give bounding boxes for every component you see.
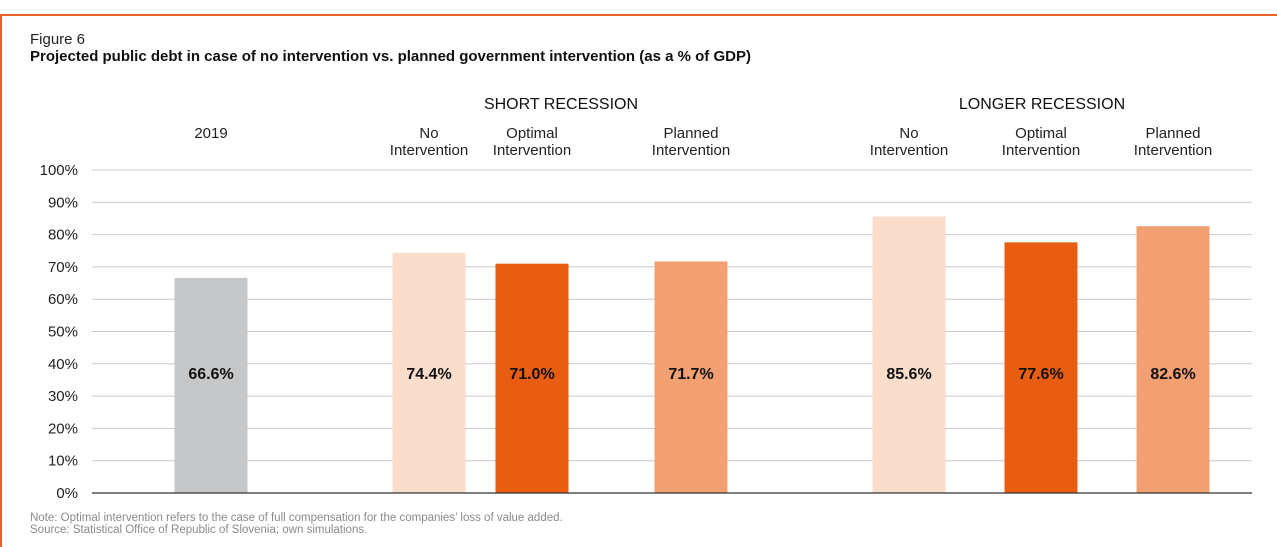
y-tick-label: 40%	[48, 356, 78, 373]
bar	[1004, 242, 1078, 493]
data-label: 66.6%	[188, 366, 233, 383]
data-label: 82.6%	[1150, 366, 1195, 383]
frame-border-top	[0, 14, 1277, 16]
data-label: 71.0%	[509, 366, 554, 383]
category-label: Intervention	[1134, 142, 1212, 159]
category-label: Intervention	[1002, 142, 1080, 159]
y-tick-label: 20%	[48, 420, 78, 437]
data-label: 74.4%	[406, 366, 451, 383]
bar	[392, 252, 466, 493]
data-label: 85.6%	[886, 366, 931, 383]
notes: Note: Optimal intervention refers to the…	[30, 512, 563, 536]
note-text: Note: Optimal intervention refers to the…	[30, 512, 563, 524]
group-header: SHORT RECESSION	[484, 96, 638, 113]
category-label: Optimal	[1015, 125, 1067, 142]
bar	[654, 261, 728, 493]
category-label: Intervention	[493, 142, 571, 159]
data-label: 77.6%	[1018, 366, 1063, 383]
bar	[174, 277, 248, 493]
figure-label: Figure 6	[30, 31, 86, 48]
category-label: Intervention	[870, 142, 948, 159]
category-label: 2019	[194, 125, 227, 142]
y-tick-label: 30%	[48, 388, 78, 405]
frame-border-left	[0, 14, 2, 547]
y-tick-label: 70%	[48, 259, 78, 276]
y-tick-label: 0%	[56, 485, 78, 502]
bar	[1136, 226, 1210, 493]
bar	[872, 216, 946, 493]
y-tick-label: 50%	[48, 324, 78, 341]
bar	[495, 263, 569, 493]
category-label: Planned	[1145, 125, 1200, 142]
category-label: No	[899, 125, 918, 142]
category-label: Intervention	[390, 142, 468, 159]
category-label: Planned	[663, 125, 718, 142]
y-tick-label: 60%	[48, 291, 78, 308]
category-label: No	[419, 125, 438, 142]
category-label: Intervention	[652, 142, 730, 159]
group-header: LONGER RECESSION	[959, 96, 1125, 113]
y-tick-label: 100%	[40, 162, 78, 179]
figure-title: Projected public debt in case of no inte…	[30, 48, 751, 65]
category-label: Optimal	[506, 125, 558, 142]
y-tick-label: 90%	[48, 194, 78, 211]
y-tick-label: 10%	[48, 453, 78, 470]
source-text: Source: Statistical Office of Republic o…	[30, 524, 368, 536]
data-label: 71.7%	[668, 366, 713, 383]
y-tick-label: 80%	[48, 227, 78, 244]
